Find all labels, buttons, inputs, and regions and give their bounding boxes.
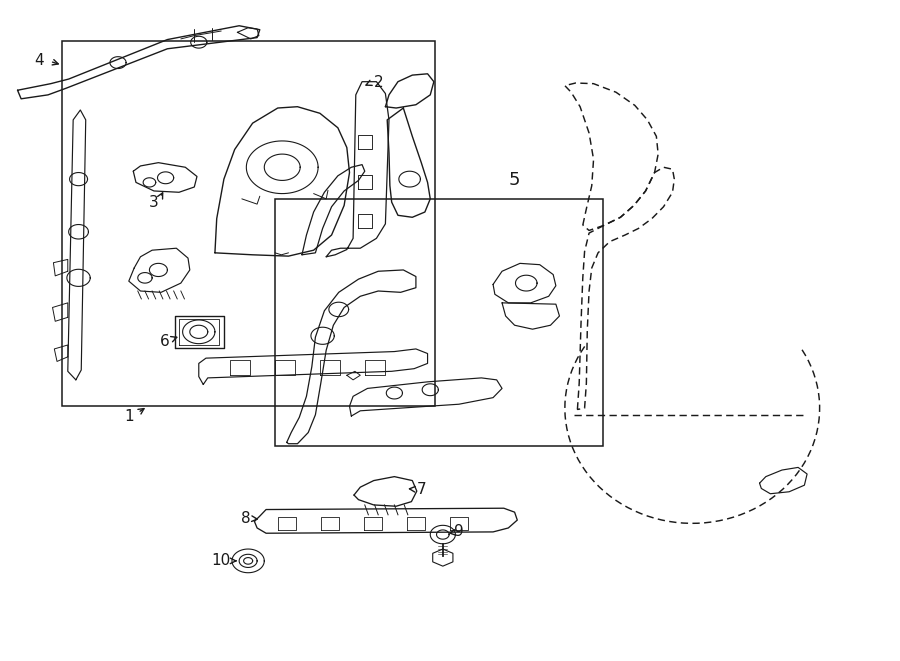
Text: 10: 10	[212, 553, 230, 568]
Text: 6: 6	[160, 334, 169, 348]
Text: 9: 9	[454, 524, 464, 539]
Text: 3: 3	[149, 194, 158, 210]
Text: 1: 1	[124, 408, 133, 424]
Text: 5: 5	[508, 171, 520, 190]
Text: 4: 4	[34, 53, 44, 68]
Text: 8: 8	[240, 510, 250, 525]
Bar	[62, 41, 435, 407]
Text: 2: 2	[374, 75, 383, 90]
Text: 7: 7	[417, 483, 426, 497]
Bar	[275, 199, 602, 446]
